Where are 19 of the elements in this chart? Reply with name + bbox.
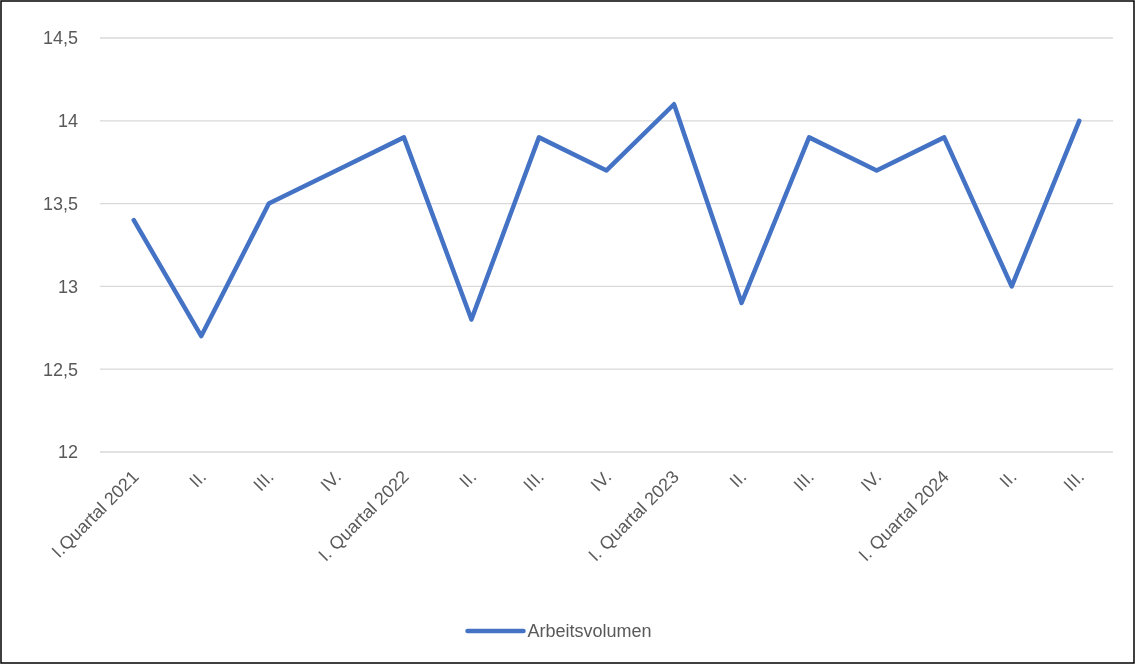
x-tick-label: II. [725, 466, 751, 492]
legend-label: Arbeitsvolumen [527, 621, 652, 642]
x-tick-label: IV. [316, 466, 346, 496]
y-tick-label: 12,5 [42, 359, 78, 380]
x-tick-label: II. [455, 466, 481, 492]
y-tick-label: 12 [57, 442, 78, 463]
x-tick-label: III. [519, 466, 548, 495]
line-series [131, 101, 1082, 339]
x-tick-label: III. [789, 466, 818, 495]
x-tick-label: IV. [586, 466, 616, 496]
x-tick-label: III. [1059, 466, 1089, 495]
y-tick-label: 14,5 [42, 28, 78, 49]
y-tick-label: 14 [57, 111, 78, 132]
x-tick-label: III. [249, 466, 278, 495]
y-tick-label: 13,5 [42, 193, 78, 214]
x-tick-label: II. [185, 466, 211, 492]
x-tick-label: IV. [856, 466, 886, 496]
y-tick-label: 13 [57, 276, 78, 297]
x-tick-label: II. [995, 466, 1021, 492]
